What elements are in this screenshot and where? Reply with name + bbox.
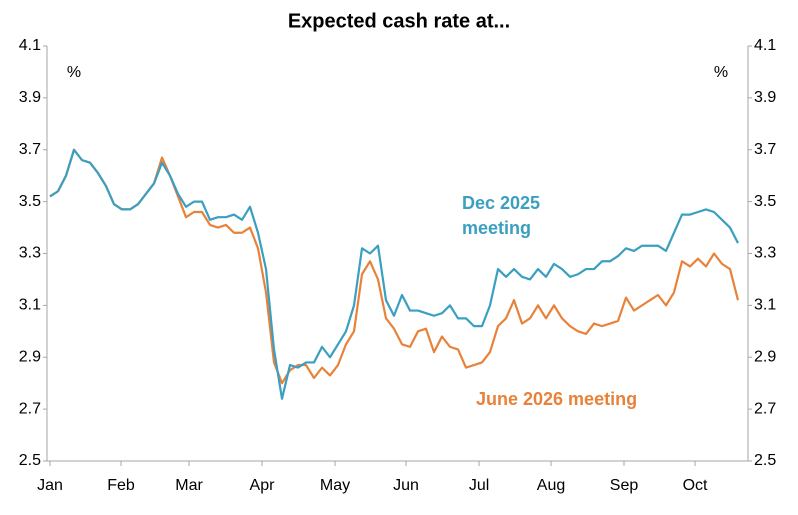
chart-title: Expected cash rate at... (288, 10, 510, 32)
annotation: June 2026 meeting (476, 389, 637, 409)
x-tick-label: Jul (469, 477, 489, 494)
y-tick-label: 3.5 (19, 193, 41, 210)
y2-tick-label: 3.1 (754, 297, 776, 314)
y-tick-label: 3.1 (19, 297, 41, 314)
series-line (49, 148, 740, 385)
y-tick-label: 4.1 (19, 37, 41, 54)
x-tick-label: Jun (393, 477, 419, 494)
y2-tick-label: 4.1 (754, 37, 776, 54)
x-tick-label: Feb (107, 477, 135, 494)
y2-tick-label: 3.7 (754, 141, 776, 158)
annotation: Dec 2025 (462, 193, 540, 213)
x-tick-label: Aug (537, 477, 565, 494)
y2-unit: % (714, 64, 728, 81)
x-tick-label: Apr (250, 477, 276, 494)
y2-tick-label: 3.9 (754, 89, 776, 106)
y2-tick-label: 2.9 (754, 348, 776, 365)
y-tick-label: 3.9 (19, 89, 41, 106)
x-tick-label: Mar (175, 477, 203, 494)
y-tick-label: 2.5 (19, 452, 41, 469)
x-tick-label: Sep (610, 477, 639, 494)
y2-tick-label: 2.5 (754, 452, 776, 469)
y2-tick-label: 2.7 (754, 400, 776, 417)
annotation: meeting (462, 218, 531, 238)
y2-tick-label: 3.3 (754, 245, 776, 262)
y2-tick-label: 3.5 (754, 193, 776, 210)
y-tick-label: 2.7 (19, 400, 41, 417)
y-unit: % (67, 64, 81, 81)
series-line (49, 148, 739, 400)
x-tick-label: Oct (683, 477, 708, 494)
y-tick-label: 3.3 (19, 245, 41, 262)
x-tick-label: Jan (37, 477, 63, 494)
y-tick-label: 2.9 (19, 348, 41, 365)
x-tick-label: May (320, 477, 350, 494)
y-tick-label: 3.7 (19, 141, 41, 158)
